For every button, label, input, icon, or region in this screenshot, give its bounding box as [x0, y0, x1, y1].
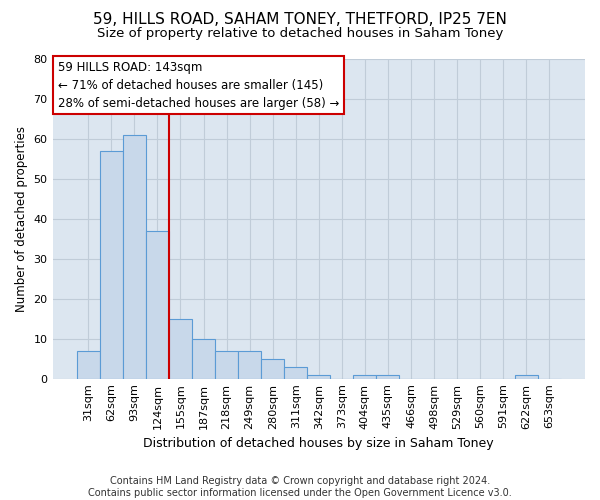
Bar [215, 350, 238, 378]
Text: Contains HM Land Registry data © Crown copyright and database right 2024.
Contai: Contains HM Land Registry data © Crown c… [88, 476, 512, 498]
Bar [192, 338, 215, 378]
Bar [353, 374, 376, 378]
Bar [307, 374, 330, 378]
Bar [376, 374, 400, 378]
Bar [123, 135, 146, 378]
Text: 59 HILLS ROAD: 143sqm
← 71% of detached houses are smaller (145)
28% of semi-det: 59 HILLS ROAD: 143sqm ← 71% of detached … [58, 60, 339, 110]
Bar [169, 318, 192, 378]
Bar [77, 350, 100, 378]
Bar [100, 151, 123, 378]
Text: 59, HILLS ROAD, SAHAM TONEY, THETFORD, IP25 7EN: 59, HILLS ROAD, SAHAM TONEY, THETFORD, I… [93, 12, 507, 28]
Bar [515, 374, 538, 378]
X-axis label: Distribution of detached houses by size in Saham Toney: Distribution of detached houses by size … [143, 437, 494, 450]
Bar [261, 358, 284, 378]
Bar [146, 231, 169, 378]
Bar [284, 366, 307, 378]
Text: Size of property relative to detached houses in Saham Toney: Size of property relative to detached ho… [97, 28, 503, 40]
Bar [238, 350, 261, 378]
Y-axis label: Number of detached properties: Number of detached properties [15, 126, 28, 312]
